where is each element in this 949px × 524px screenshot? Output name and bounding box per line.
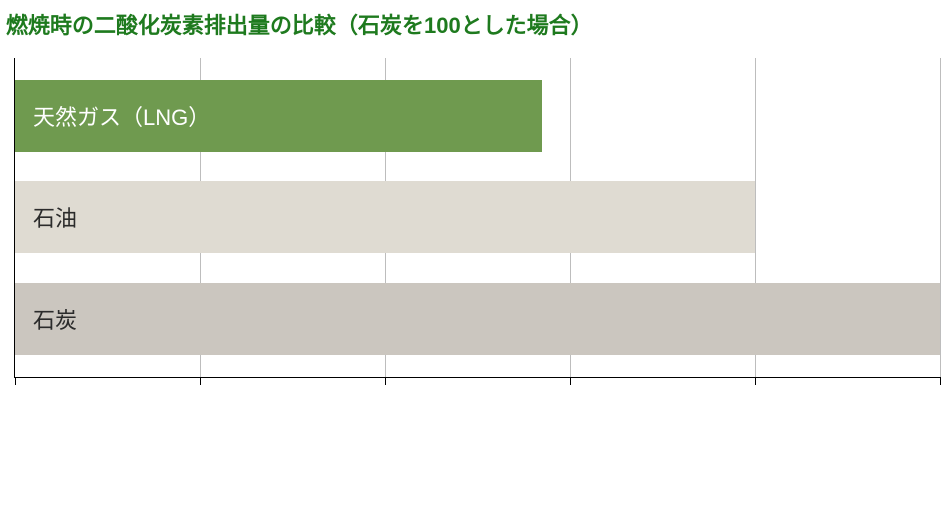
bar: 石炭 — [15, 283, 940, 355]
x-tick — [940, 377, 941, 385]
gridline — [940, 58, 941, 377]
x-tick — [755, 377, 756, 385]
bar-label: 天然ガス（LNG） — [15, 100, 210, 132]
bar-row: 天然ガス（LNG） — [15, 80, 940, 152]
bar-row: 石油 — [15, 181, 940, 253]
x-tick — [570, 377, 571, 385]
bar: 石油 — [15, 181, 755, 253]
bar-row: 石炭 — [15, 283, 940, 355]
bar-label: 石油 — [15, 201, 77, 233]
x-tick — [200, 377, 201, 385]
bar: 天然ガス（LNG） — [15, 80, 542, 152]
x-tick — [15, 377, 16, 385]
bars-container: 天然ガス（LNG） 石油石炭 — [15, 58, 940, 377]
chart-title: 燃焼時の二酸化炭素排出量の比較（石炭を100とした場合） — [0, 8, 949, 40]
plot-area: 天然ガス（LNG） 石油石炭 — [14, 58, 940, 378]
bar-label: 石炭 — [15, 303, 77, 335]
co2-emissions-chart: 燃焼時の二酸化炭素排出量の比較（石炭を100とした場合） 天然ガス（LNG） 石油… — [0, 0, 949, 524]
x-tick — [385, 377, 386, 385]
